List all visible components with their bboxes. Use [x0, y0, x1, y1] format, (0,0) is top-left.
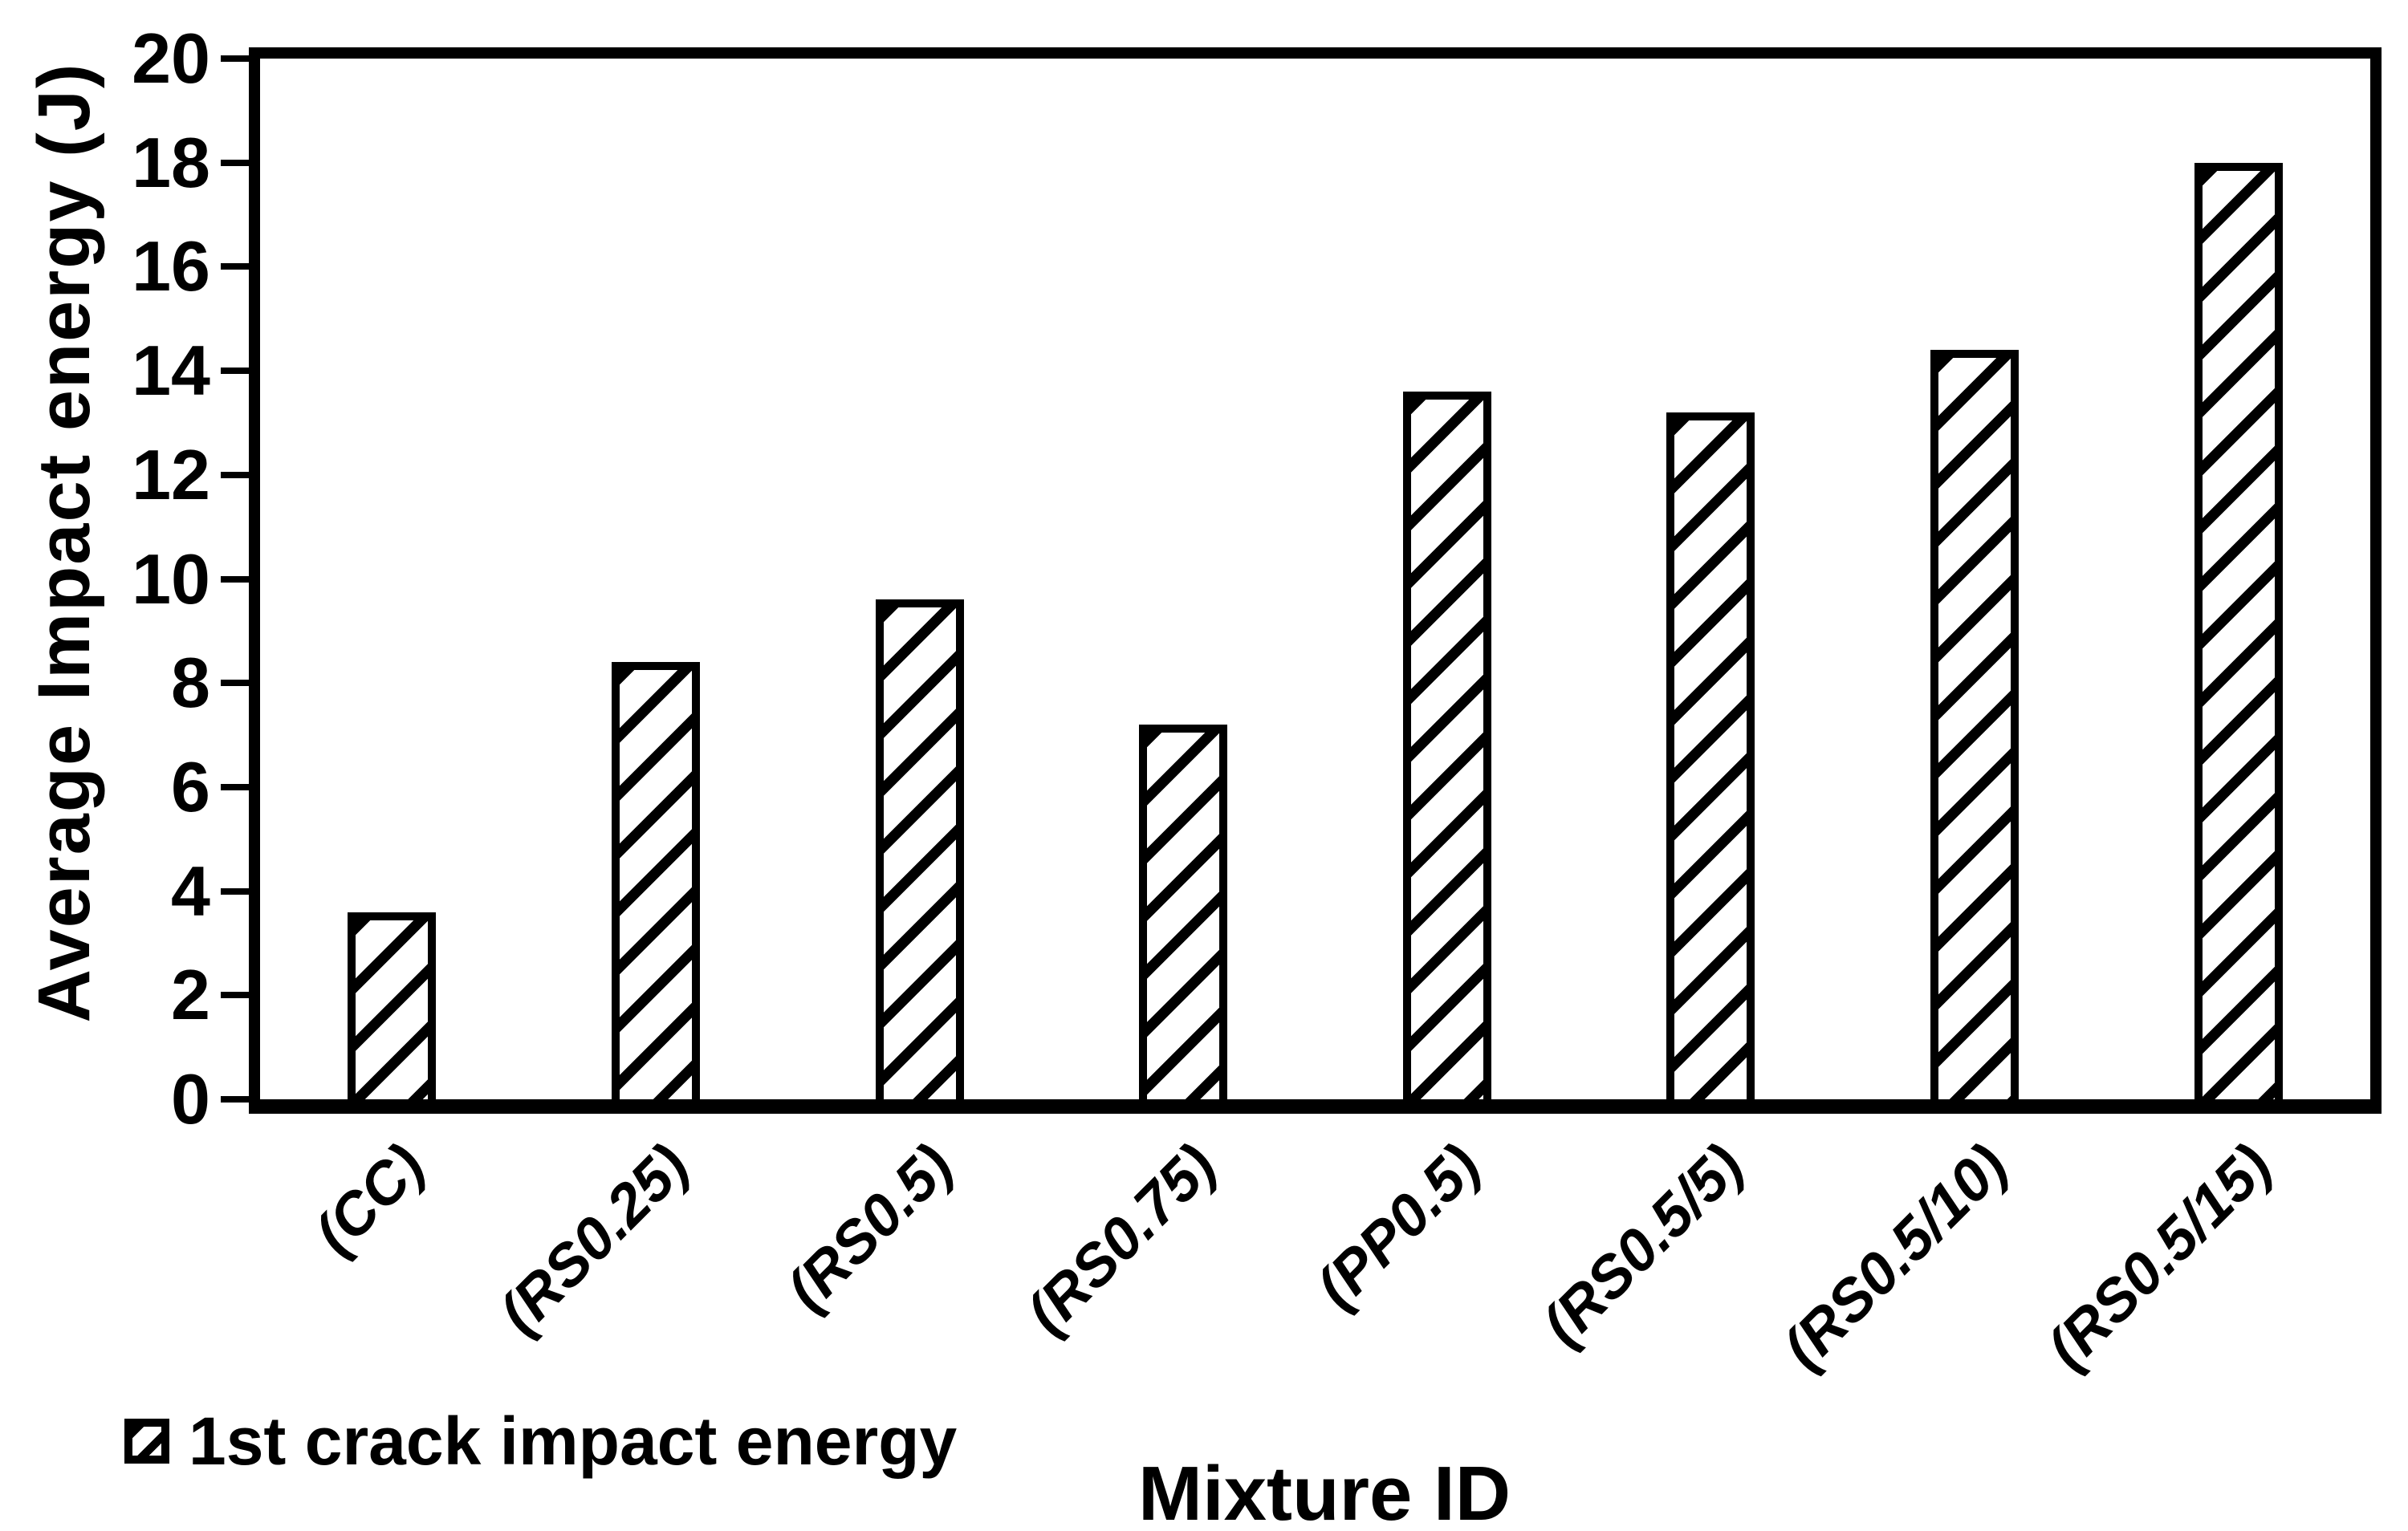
bar-(RS0.5)	[876, 599, 964, 1099]
y-tick-12	[221, 472, 250, 478]
y-tick-18	[221, 160, 250, 166]
y-tick-label-14: 14	[132, 331, 210, 410]
hatch-swatch-icon	[124, 1419, 169, 1464]
y-tick-8	[221, 680, 250, 686]
y-tick-label-20: 20	[132, 18, 210, 98]
y-tick-20	[221, 55, 250, 62]
y-tick-label-2: 2	[171, 955, 210, 1034]
bar-(RS0.25)	[612, 662, 700, 1099]
y-tick-label-16: 16	[132, 226, 210, 306]
legend: 1st crack impact energy	[124, 1406, 957, 1476]
y-tick-6	[221, 784, 250, 790]
bar-(RS0.5/10)	[1930, 350, 2019, 1099]
legend-label: 1st crack impact energy	[189, 1403, 958, 1479]
y-tick-label-18: 18	[132, 123, 210, 202]
bar-(RS0.5/5)	[1666, 412, 1755, 1099]
y-tick-label-6: 6	[171, 747, 210, 826]
bar-(CC)	[348, 912, 436, 1099]
bar-(RS0.5/15)	[2194, 163, 2283, 1099]
bar-(PP0.5)	[1403, 392, 1491, 1099]
y-tick-label-4: 4	[171, 851, 210, 931]
y-tick-2	[221, 992, 250, 998]
x-axis-title: Mixture ID	[1137, 1451, 1511, 1531]
y-tick-16	[221, 263, 250, 270]
y-tick-10	[221, 576, 250, 583]
bar-(RS0.75)	[1139, 725, 1227, 1099]
y-tick-label-12: 12	[132, 435, 210, 514]
y-tick-label-0: 0	[171, 1059, 210, 1139]
plot-area	[249, 47, 2382, 1114]
y-tick-0	[221, 1096, 250, 1103]
y-tick-4	[221, 888, 250, 895]
y-tick-14	[221, 368, 250, 374]
y-tick-label-10: 10	[132, 539, 210, 619]
y-tick-label-8: 8	[171, 643, 210, 722]
